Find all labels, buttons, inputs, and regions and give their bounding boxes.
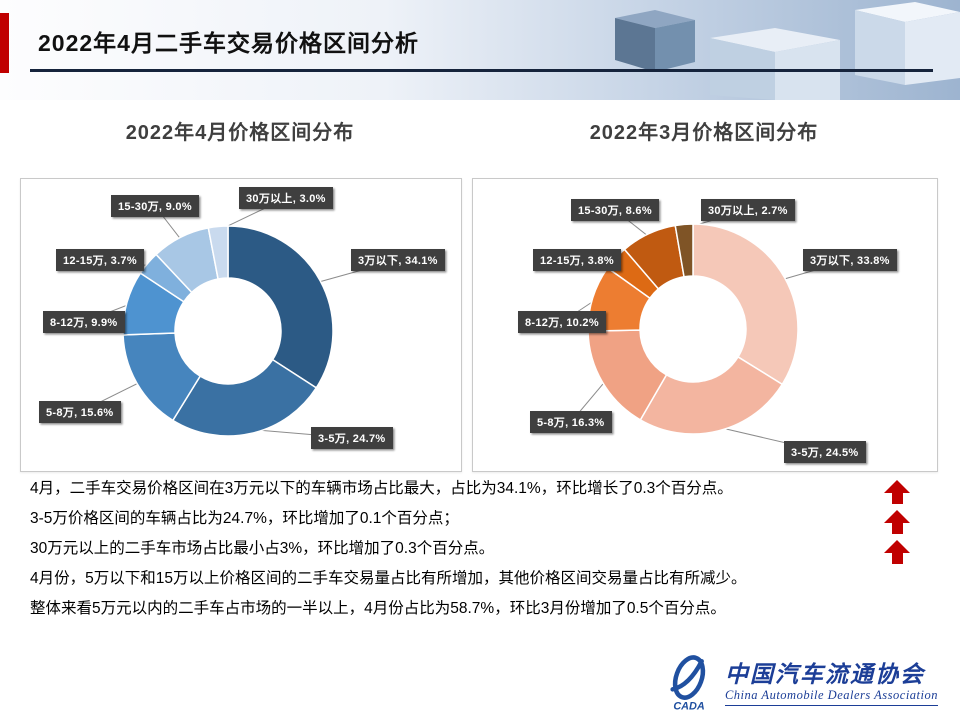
pie-label: 30万以上, 2.7% — [701, 199, 795, 221]
pie-label: 8-12万, 9.9% — [43, 311, 125, 333]
cubes-graphic — [615, 2, 960, 100]
cada-logo-text: CADA — [673, 700, 705, 712]
pie-slice-1 — [639, 355, 784, 435]
header-accent-bar — [0, 13, 9, 73]
pie-label: 3-5万, 24.7% — [311, 427, 393, 449]
donut-chart — [561, 209, 851, 453]
cada-logo-icon: CADA — [670, 655, 706, 712]
chart-panel-march: 3万以下, 33.8% 3-5万, 24.5% 5-8万, 16.3% 8-12万, … — [472, 178, 938, 472]
pie-slice-0 — [227, 225, 334, 389]
org-name-en: China Automobile Dealers Association — [724, 688, 938, 706]
cube-right — [855, 2, 960, 85]
header: 2022年4月二手车交易价格区间分析 — [0, 0, 960, 100]
pie-label: 3万以下, 34.1% — [351, 249, 445, 271]
pie-label: 15-30万, 9.0% — [111, 195, 199, 217]
pie-label: 3万以下, 33.8% — [803, 249, 897, 271]
up-arrow-icon — [884, 540, 910, 564]
pie-label: 30万以上, 3.0% — [239, 187, 333, 209]
analysis-line: 4月份，5万以下和15万以上价格区间的二手车交易量占比有所增加，其他价格区间交易… — [30, 570, 747, 587]
chart-title-april: 2022年4月价格区间分布 — [125, 122, 355, 144]
analysis-line: 3-5万价格区间的车辆占比为24.7%，环比增加了0.1个百分点； — [30, 510, 459, 527]
pie-slice-0 — [692, 223, 799, 386]
pie-label: 3-5万, 24.5% — [784, 441, 866, 463]
pie-slice-6 — [207, 225, 229, 280]
donut-chart — [79, 197, 399, 439]
pie-slice-1 — [171, 358, 318, 437]
page-title: 2022年4月二手车交易价格区间分析 — [38, 30, 419, 56]
pie-label: 15-30万, 8.6% — [571, 199, 659, 221]
pie-label: 12-15万, 3.7% — [56, 249, 144, 271]
analysis-line: 整体来看5万元以内的二手车占市场的一半以上，4月份占比为58.7%，环比3月份增… — [30, 600, 726, 617]
pie-label: 5-8万, 16.3% — [530, 411, 612, 433]
trend-arrows — [884, 480, 910, 570]
analysis-text: 4月，二手车交易价格区间在3万元以下的车辆市场占比最大，占比为34.1%，环比增… — [30, 478, 875, 628]
cube-large — [710, 28, 840, 100]
analysis-line: 4月，二手车交易价格区间在3万元以下的车辆市场占比最大，占比为34.1%，环比增… — [30, 480, 733, 497]
up-arrow-icon — [884, 480, 910, 504]
pie-slice-6 — [674, 223, 694, 278]
pie-label: 12-15万, 3.8% — [533, 249, 621, 271]
cube-small — [615, 10, 695, 72]
org-name-block: 中国汽车流通协会 China Automobile Dealers Associ… — [724, 660, 938, 706]
org-name-cn: 中国汽车流通协会 — [724, 661, 925, 687]
title-underline — [30, 69, 933, 72]
analysis-line: 30万元以上的二手车市场占比最小占3%，环比增加了0.3个百分点。 — [30, 540, 495, 557]
chart-title-march: 2022年3月价格区间分布 — [589, 122, 819, 144]
pie-label: 5-8万, 15.6% — [39, 401, 121, 423]
pie-label: 8-12万, 10.2% — [518, 311, 606, 333]
chart-panel-april: 3万以下, 34.1% 3-5万, 24.7% 5-8万, 15.6% 8-12万, … — [20, 178, 462, 472]
footer-logo: CADA 中国汽车流通协会 China Automobile Dealers A… — [660, 652, 938, 714]
up-arrow-icon — [884, 510, 910, 534]
